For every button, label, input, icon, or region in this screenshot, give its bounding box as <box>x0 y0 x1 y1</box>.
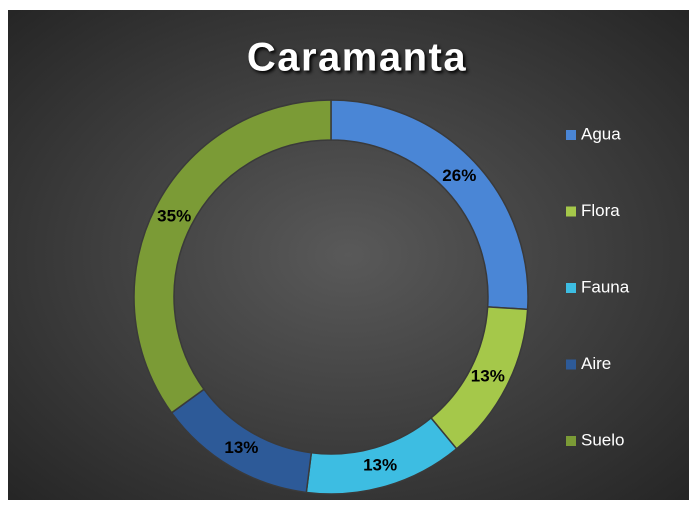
legend-label: Fauna <box>581 277 630 296</box>
legend-label: Suelo <box>581 430 624 449</box>
data-label: 13% <box>363 455 397 474</box>
legend-swatch <box>566 359 576 370</box>
data-label: 35% <box>157 207 191 226</box>
donut-segment <box>133 99 332 414</box>
legend-label: Aire <box>581 354 611 373</box>
legend-swatch <box>566 283 576 293</box>
data-label: 13% <box>224 438 258 457</box>
chart-title: Caramanta <box>247 36 467 80</box>
data-label: 13% <box>471 366 505 385</box>
legend-label: Flora <box>581 201 620 220</box>
legend-swatch <box>566 130 576 140</box>
chart-background <box>8 10 689 500</box>
legend-label: Agua <box>581 124 621 143</box>
data-label: 26% <box>442 166 476 185</box>
legend-swatch <box>566 206 576 217</box>
legend-swatch <box>566 436 576 446</box>
